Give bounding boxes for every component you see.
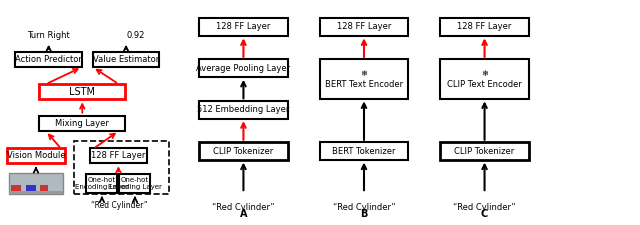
FancyBboxPatch shape [319,18,408,36]
FancyBboxPatch shape [15,52,82,67]
FancyBboxPatch shape [9,191,63,194]
FancyBboxPatch shape [319,59,408,99]
FancyBboxPatch shape [11,184,20,192]
Text: CLIP Tokenizer: CLIP Tokenizer [213,147,273,156]
Text: One-hot
Encoding Layer: One-hot Encoding Layer [108,177,162,190]
Text: Action Predictor: Action Predictor [15,55,82,64]
Text: B: B [360,209,368,219]
FancyBboxPatch shape [199,59,288,77]
Text: 128 FF Layer: 128 FF Layer [216,22,271,32]
Text: Mixing Layer: Mixing Layer [55,119,109,128]
Text: 128 FF Layer: 128 FF Layer [337,22,391,32]
Text: Average Pooling Layer: Average Pooling Layer [196,64,291,73]
FancyBboxPatch shape [199,101,288,119]
Text: 128 FF Layer: 128 FF Layer [458,22,512,32]
FancyBboxPatch shape [440,59,529,99]
Text: 0.92: 0.92 [126,32,145,40]
FancyBboxPatch shape [120,174,150,193]
FancyBboxPatch shape [40,116,125,131]
FancyBboxPatch shape [86,174,118,193]
FancyBboxPatch shape [26,184,36,192]
Text: A: A [240,209,247,219]
FancyBboxPatch shape [93,52,159,67]
Text: Vision Module: Vision Module [6,151,65,160]
FancyBboxPatch shape [440,142,529,160]
Text: ❄
BERT Text Encoder: ❄ BERT Text Encoder [325,70,403,89]
Text: One-hot
Encoding Layer: One-hot Encoding Layer [75,177,129,190]
Text: “Red Cylinder”: “Red Cylinder” [212,202,275,211]
FancyBboxPatch shape [440,18,529,36]
Text: BERT Tokenizer: BERT Tokenizer [332,147,396,156]
FancyBboxPatch shape [40,84,125,99]
FancyBboxPatch shape [319,142,408,160]
Text: LSTM: LSTM [69,87,95,97]
Text: 128 FF Layer: 128 FF Layer [92,151,146,160]
Text: Value Estimator: Value Estimator [93,55,159,64]
FancyBboxPatch shape [9,173,63,194]
Text: “Red Cylinder”: “Red Cylinder” [91,201,147,210]
FancyBboxPatch shape [199,18,288,36]
Text: 512 Embedding Layer: 512 Embedding Layer [197,105,290,114]
FancyBboxPatch shape [199,142,288,160]
Text: CLIP Tokenizer: CLIP Tokenizer [454,147,515,156]
FancyBboxPatch shape [90,148,147,163]
FancyBboxPatch shape [8,148,65,163]
Text: Turn Right: Turn Right [28,32,70,40]
Text: C: C [481,209,488,219]
Text: “Red Cylinder”: “Red Cylinder” [333,202,396,211]
Text: “Red Cylinder”: “Red Cylinder” [453,202,516,211]
Text: ❄
CLIP Text Encoder: ❄ CLIP Text Encoder [447,70,522,89]
FancyBboxPatch shape [40,184,48,191]
